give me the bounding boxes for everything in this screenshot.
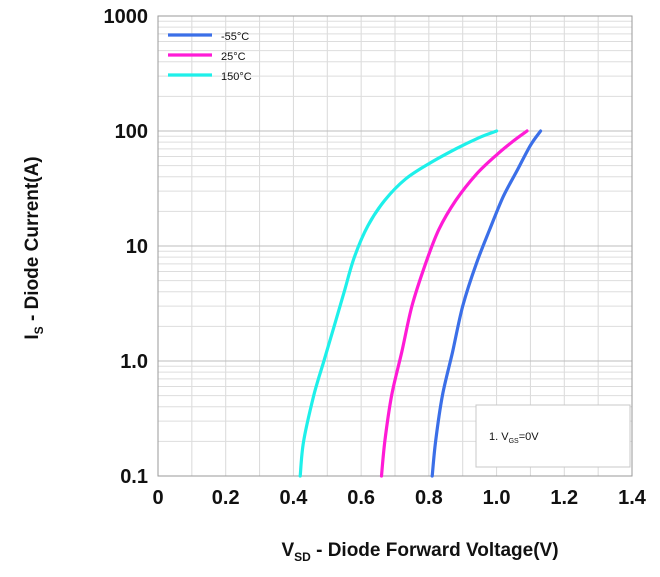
series-line xyxy=(430,129,543,478)
plot-frame xyxy=(157,15,633,477)
y-tick-labels: 0.1 1.0 10 100 1000 xyxy=(104,6,149,488)
x-tick-label: 0.8 xyxy=(415,487,443,509)
annotation-suffix: =0V xyxy=(519,431,540,443)
x-tick-label: 0.6 xyxy=(347,487,375,509)
legend-label: -55°C xyxy=(221,31,249,43)
y-axis-label-main: I xyxy=(22,334,43,339)
y-tick-label: 0.1 xyxy=(120,466,148,488)
legend: -55°C 25°C 150°C xyxy=(168,31,252,83)
x-tick-label: 0 xyxy=(152,487,163,509)
x-tick-label: 1.4 xyxy=(618,487,647,509)
x-axis-label-main: V xyxy=(281,540,294,561)
x-tick-labels: 0 0.2 0.4 0.6 0.8 1.0 1.2 1.4 xyxy=(152,487,646,509)
x-axis-label: VSD - Diode Forward Voltage(V) xyxy=(281,540,558,564)
y-tick-label: 1.0 xyxy=(120,351,148,373)
x-axis-label-rest: - Diode Forward Voltage(V) xyxy=(311,540,559,561)
x-axis-label-sub: SD xyxy=(294,550,311,564)
annotation-box: 1. VGS=0V xyxy=(475,404,631,468)
y-tick-label: 100 xyxy=(115,121,148,143)
x-tick-label: 0.2 xyxy=(212,487,240,509)
y-axis-label-rest: - Diode Current(A) xyxy=(22,156,43,326)
series-layer xyxy=(298,129,543,478)
y-tick-label: 1000 xyxy=(104,6,149,28)
x-tick-label: 1.0 xyxy=(483,487,511,509)
x-tick-label: 1.2 xyxy=(550,487,578,509)
x-tick-label: 0.4 xyxy=(280,487,309,509)
annotation-box-frame xyxy=(475,404,631,468)
legend-label: 150°C xyxy=(221,71,252,83)
series-line xyxy=(379,129,529,478)
legend-label: 25°C xyxy=(221,51,246,63)
y-tick-label: 10 xyxy=(126,236,148,258)
y-axis-label: IS - Diode Current(A) xyxy=(22,156,46,339)
series-line xyxy=(298,129,499,478)
y-axis-label-sub: S xyxy=(32,326,46,334)
annotation-text: 1. VGS=0V xyxy=(489,431,539,445)
annotation-prefix: 1. V xyxy=(489,431,509,443)
annotation-sub: GS xyxy=(509,438,519,445)
